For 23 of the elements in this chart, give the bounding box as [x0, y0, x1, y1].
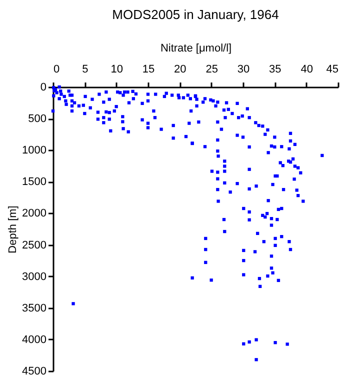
x-tick-label: 40: [300, 64, 313, 76]
y-tick-label: 2000: [22, 208, 46, 220]
x-tick-label: 15: [142, 64, 155, 76]
y-tick-label: 3500: [22, 302, 46, 314]
y-tick-label: 0: [40, 82, 46, 94]
y-tick-label: 1500: [22, 176, 46, 188]
x-tick-label: 0: [54, 64, 60, 76]
y-tick-label: 2500: [22, 239, 46, 252]
x-tick-label: 30: [237, 64, 250, 76]
x-tick-label: 20: [174, 64, 186, 76]
y-tick-label: 4000: [22, 334, 46, 346]
x-tick-label: 45: [326, 64, 338, 76]
y-axis-title: Depth [m]: [7, 206, 20, 254]
x-tick-label: 10: [110, 64, 123, 76]
y-tick-label: 4500: [22, 366, 46, 378]
y-tick-label: 1000: [22, 144, 46, 157]
y-tick-label: 3000: [22, 270, 46, 283]
y-tick-label: 500: [28, 113, 46, 126]
x-tick-label: 35: [269, 64, 282, 76]
x-tick-label: 5: [82, 64, 88, 76]
x-tick-label: 25: [206, 64, 218, 76]
chart-title: MODS2005 in January, 1964: [112, 7, 279, 22]
x-axis-title: Nitrate [μmol/l]: [160, 42, 232, 54]
